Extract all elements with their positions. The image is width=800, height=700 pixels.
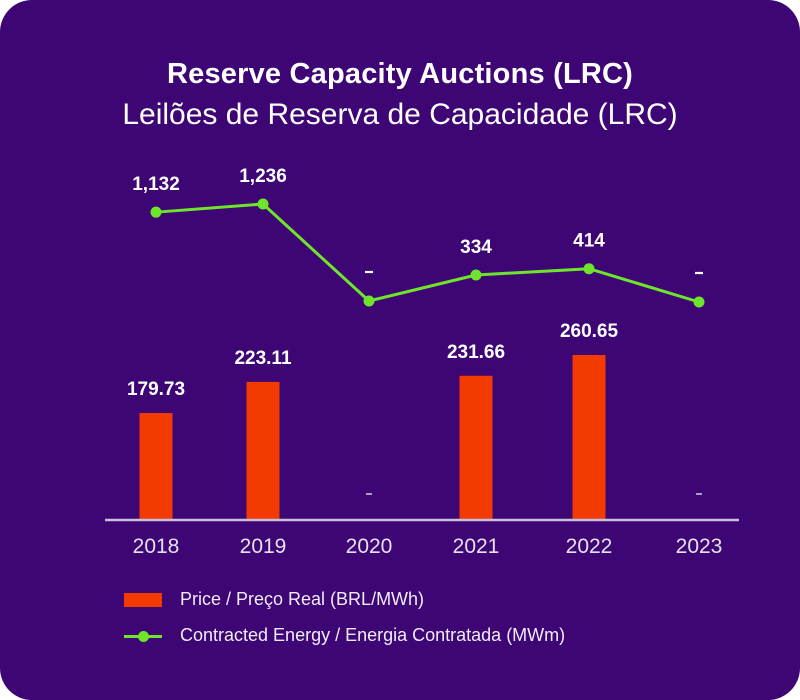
energy-label-2018: 1,132 xyxy=(132,174,180,195)
chart-subtitle: Leilões de Reserva de Capacidade (LRC) xyxy=(122,98,678,131)
x-axis-ticks: 2018 2019 2020 2021 2022 2023 xyxy=(133,535,723,558)
price-bar-2022 xyxy=(572,355,606,519)
x-tick-2023: 2023 xyxy=(676,535,723,558)
energy-label-2021: 334 xyxy=(460,237,492,258)
x-tick-2022: 2022 xyxy=(566,535,613,558)
bar-swatch-icon xyxy=(124,592,162,607)
energy-label-2019: 1,236 xyxy=(239,166,287,187)
legend-item-price: Price / Preço Real (BRL/MWh) xyxy=(124,589,424,610)
energy-point-2022 xyxy=(583,263,595,275)
price-bar-2021 xyxy=(459,375,493,519)
price-label-2019: 223.11 xyxy=(234,348,291,369)
energy-point-2019 xyxy=(257,198,269,210)
x-tick-2019: 2019 xyxy=(240,535,287,558)
energy-point-2021 xyxy=(470,269,482,281)
price-bar-2018 xyxy=(139,413,173,519)
legend-label-price: Price / Preço Real (BRL/MWh) xyxy=(180,589,425,609)
price-bars xyxy=(139,355,606,519)
data-labels: 179.73 223.11 231.66 260.65 1,132 1,236 334 414 xyxy=(127,166,703,495)
price-label-2021: 231.66 xyxy=(447,342,505,363)
energy-line xyxy=(150,198,705,308)
price-label-2018: 179.73 xyxy=(127,379,185,400)
price-bar-2019 xyxy=(246,381,280,519)
x-tick-2018: 2018 xyxy=(133,535,180,558)
line-marker-swatch-icon xyxy=(124,629,162,643)
energy-line-path xyxy=(155,202,700,304)
legend-item-energy: Contracted Energy / Energia Contratada (… xyxy=(124,625,565,646)
legend-label-energy: Contracted Energy / Energia Contratada (… xyxy=(180,625,566,645)
x-tick-2020: 2020 xyxy=(346,535,393,558)
x-tick-2021: 2021 xyxy=(453,535,500,558)
energy-point-2018 xyxy=(150,206,162,218)
price-label-2022: 260.65 xyxy=(560,321,619,342)
energy-point-2023 xyxy=(693,296,705,308)
energy-point-2020 xyxy=(363,295,375,307)
chart-title: Reserve Capacity Auctions (LRC) xyxy=(166,58,634,90)
energy-label-2022: 414 xyxy=(573,231,605,252)
